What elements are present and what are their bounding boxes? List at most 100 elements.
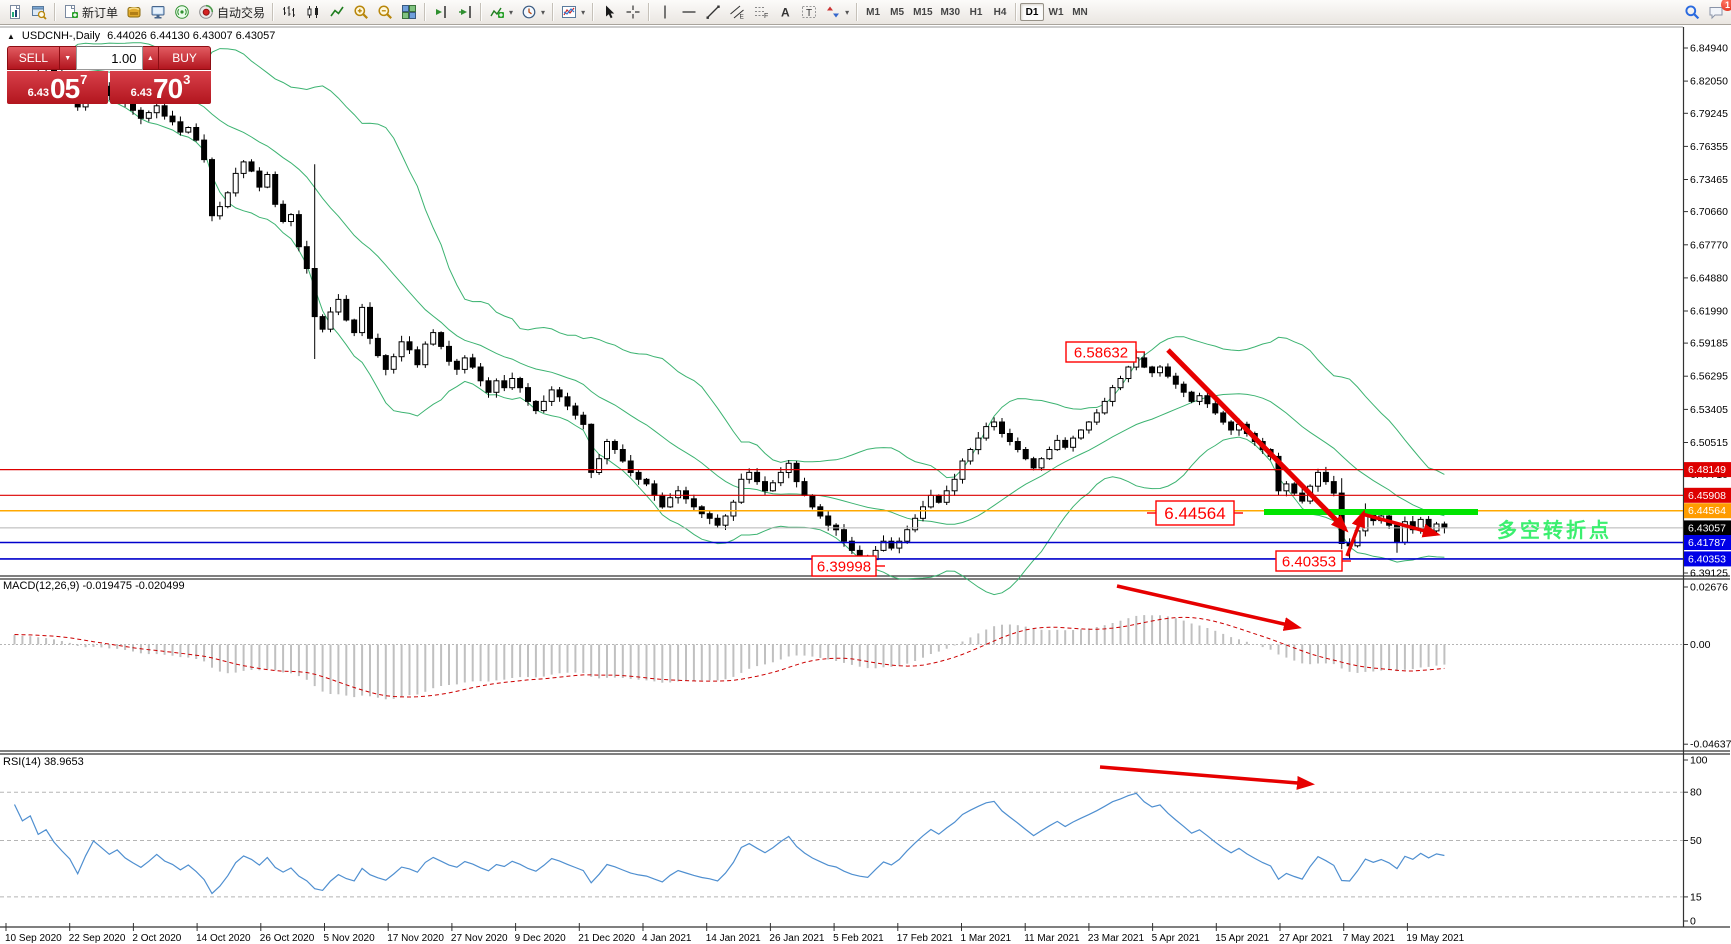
sell-button[interactable]: SELL [7,46,60,70]
pivot-zone-bar[interactable] [1264,509,1478,515]
label-button[interactable]: T [797,2,821,22]
volume-input[interactable] [75,46,143,70]
autotrade-icon [199,4,214,19]
sell-price-sup: 7 [80,72,88,87]
svg-text:0.00: 0.00 [1690,639,1711,651]
svg-text:6.73465: 6.73465 [1690,174,1728,186]
signals-button[interactable] [170,2,194,22]
macd-histogram [13,615,1446,700]
tline-icon [706,5,720,19]
search-button[interactable] [1680,2,1704,22]
templates-button[interactable]: ▾ [557,2,589,22]
pivot-note-text[interactable]: 多空转折点 [1497,518,1612,542]
buy-price-tile[interactable]: 6.43 70 3 [110,71,211,104]
magplus-icon [354,5,369,19]
svg-text:6.58632: 6.58632 [1074,344,1128,361]
tile-windows-button[interactable] [397,2,421,22]
crosshair-button[interactable] [621,2,645,22]
buy-button[interactable]: BUY [158,46,211,70]
trendline-button[interactable] [701,2,725,22]
svg-text:80: 80 [1690,787,1702,799]
bollinger-lower-band [14,73,1445,596]
rsi-indicator-label: RSI(14) 38.9653 [3,756,84,768]
terminal-button[interactable] [146,2,170,22]
cursor-button[interactable] [597,2,621,22]
sell-price-big: 05 [50,73,80,104]
price-label-annotations[interactable]: 6.58632 6.44564 6.39998 6.40353 [811,341,1351,577]
chart-shift-button[interactable] [429,2,453,22]
timeframe-m30-button[interactable]: M30 [937,3,964,21]
channel-button[interactable]: E [725,2,749,22]
price-badge [1684,487,1731,503]
page-icon [10,5,20,19]
hline-button[interactable] [677,2,701,22]
toolbar-separator [1015,3,1017,21]
auto-scroll-button[interactable] [453,2,477,22]
timeframe-d1-button[interactable]: D1 [1020,3,1044,21]
svg-text:5 Apr 2021: 5 Apr 2021 [1152,933,1201,944]
timeframe-m15-button[interactable]: M15 [909,3,936,21]
tiles-icon [402,5,417,19]
timeframe-h4-button[interactable]: H4 [988,3,1012,21]
drawn-arrows[interactable] [1099,348,1441,790]
macd-signal-line [14,616,1445,698]
zoom-in-button[interactable] [349,2,373,22]
toolbar-separator [552,3,555,21]
svg-text:6.40353: 6.40353 [1688,553,1726,565]
indicators-button[interactable]: ▾ [485,2,517,22]
textT-icon: T [802,6,817,19]
svg-text:6.44564: 6.44564 [1688,505,1726,517]
arrows-button[interactable]: ▾ [821,2,853,22]
timeframe-m1-button[interactable]: M1 [861,3,885,21]
autotrading-button[interactable]: 自动交易 [194,2,269,22]
line-chart-button[interactable] [325,2,349,22]
text-button[interactable]: A [773,2,797,22]
svg-text:26 Oct 2020: 26 Oct 2020 [260,933,315,944]
svg-text:4 Jan 2021: 4 Jan 2021 [642,933,692,944]
sell-price-tile[interactable]: 6.43 05 7 [7,71,108,104]
buy-price-big: 70 [153,73,183,104]
macd-indicator-label: MACD(12,26,9) -0.019475 -0.020499 [3,580,185,592]
buy-price-small: 6.43 [130,87,153,99]
new-order-button[interactable]: 新订单 [59,2,122,22]
channel-icon: E [730,5,745,20]
svg-text:15 Apr 2021: 15 Apr 2021 [1215,933,1269,944]
bar-chart-button[interactable] [277,2,301,22]
svg-text:-0.046374: -0.046374 [1690,739,1731,751]
rsi-line [13,792,1445,895]
magminus-icon [378,5,393,19]
symbol-timeframe-label: USDCNH-,Daily [21,30,101,42]
profiles-button[interactable] [27,2,51,22]
svg-text:21 Dec 2020: 21 Dec 2020 [578,933,635,944]
timeframe-w1-button[interactable]: W1 [1044,3,1068,21]
volume-decrease-button[interactable]: ▼ [59,46,76,70]
one-click-trading-panel: SELL ▼ ▲ BUY 6.43 05 7 6.43 70 3 [7,46,211,104]
vline-icon [664,5,666,19]
new-chart-button[interactable] [3,2,27,22]
volume-increase-button[interactable]: ▲ [142,46,159,70]
metaeditor-button[interactable] [122,2,146,22]
svg-text:23 Mar 2021: 23 Mar 2021 [1088,933,1145,944]
fibonacci-button[interactable]: F [749,2,773,22]
shift-icon [436,6,446,18]
zoom-out-button[interactable] [373,2,397,22]
timeframe-h1-button[interactable]: H1 [964,3,988,21]
vline-button[interactable] [653,2,677,22]
svg-text:15: 15 [1690,891,1702,903]
timeframe-m5-button[interactable]: M5 [885,3,909,21]
candlestick-chart-button[interactable] [301,2,325,22]
new-order-button-label: 新订单 [82,5,119,20]
svg-text:100: 100 [1690,755,1708,767]
collapse-icon[interactable]: ▲ [7,31,15,41]
price-badge [1684,520,1731,536]
svg-text:6.64880: 6.64880 [1690,272,1728,284]
timeframe-mn-button[interactable]: MN [1068,3,1092,21]
price-badge [1684,503,1731,519]
svg-text:5 Nov 2020: 5 Nov 2020 [324,933,376,944]
svg-text:6.82050: 6.82050 [1690,76,1728,88]
notification-badge: 1 [1721,0,1731,11]
periods-button[interactable]: ▾ [517,2,549,22]
svg-text:6.67770: 6.67770 [1690,239,1728,251]
hline-icon [682,11,696,13]
